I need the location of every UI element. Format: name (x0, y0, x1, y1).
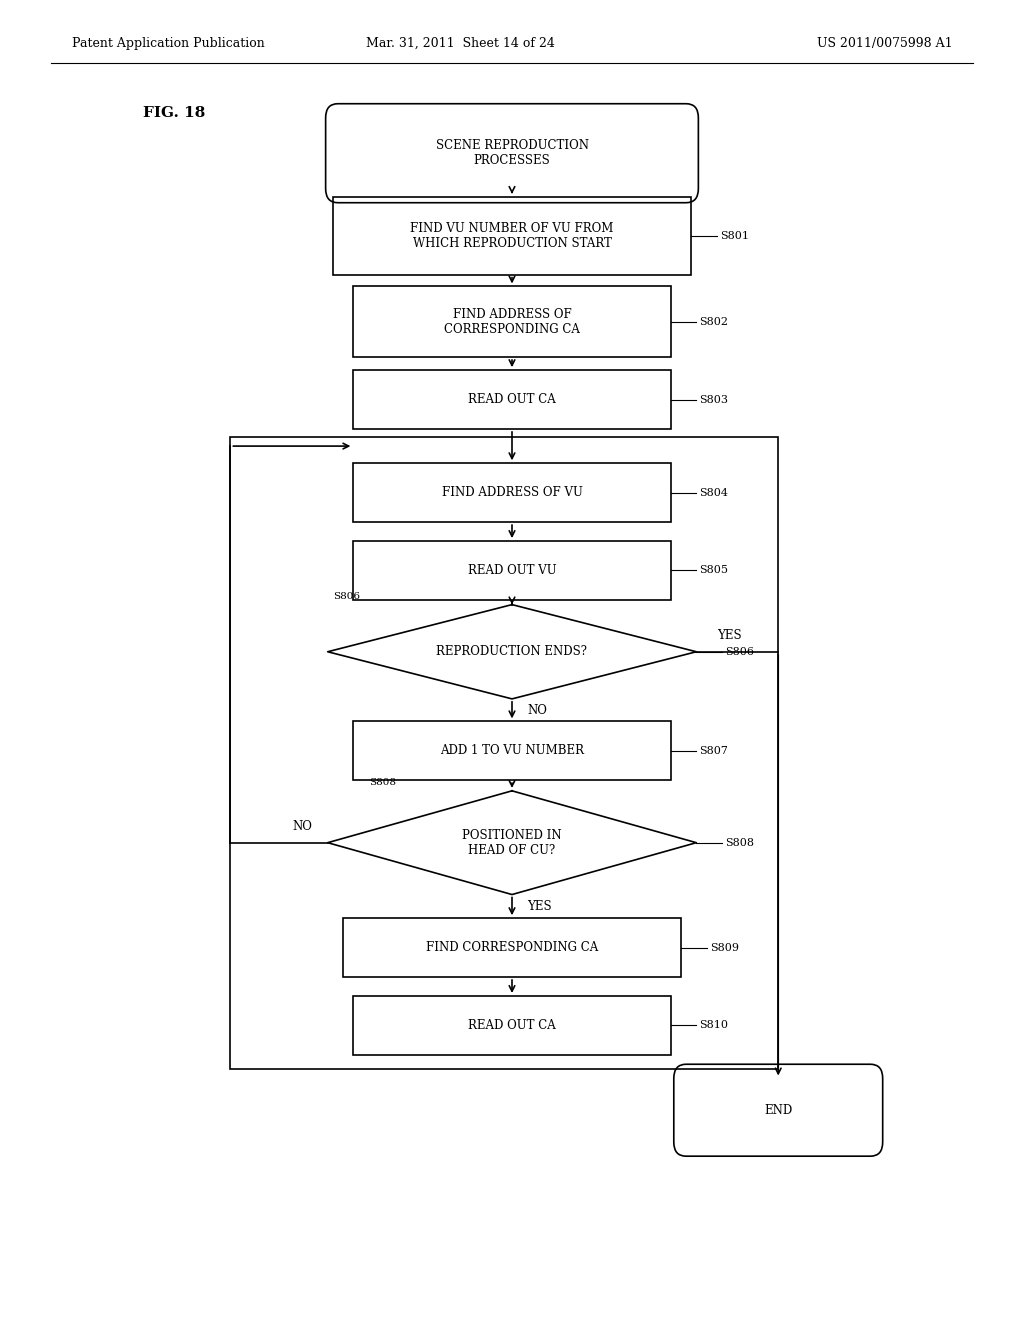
Text: S810: S810 (699, 1020, 728, 1031)
Bar (353, 463, 671, 523)
Text: S806: S806 (333, 593, 359, 601)
Text: S804: S804 (699, 487, 728, 498)
Bar (353, 541, 671, 599)
Text: S808: S808 (369, 779, 395, 787)
Bar (353, 370, 671, 429)
Text: S807: S807 (699, 746, 728, 756)
Text: S809: S809 (710, 942, 738, 953)
Text: POSITIONED IN
HEAD OF CU?: POSITIONED IN HEAD OF CU? (462, 829, 562, 857)
Text: FIND ADDRESS OF VU: FIND ADDRESS OF VU (441, 486, 583, 499)
Text: S803: S803 (699, 395, 728, 404)
Bar (333, 197, 691, 275)
Bar (353, 286, 671, 358)
Text: FIND ADDRESS OF
CORRESPONDING CA: FIND ADDRESS OF CORRESPONDING CA (444, 308, 580, 335)
Bar (230, 437, 778, 1069)
Text: FIND CORRESPONDING CA: FIND CORRESPONDING CA (426, 941, 598, 954)
Text: READ OUT CA: READ OUT CA (468, 393, 556, 407)
Text: READ OUT VU: READ OUT VU (468, 564, 556, 577)
Text: END: END (764, 1104, 793, 1117)
Text: S805: S805 (699, 565, 728, 576)
Text: S808: S808 (725, 838, 754, 847)
Text: Mar. 31, 2011  Sheet 14 of 24: Mar. 31, 2011 Sheet 14 of 24 (367, 37, 555, 50)
Text: S802: S802 (699, 317, 728, 327)
Text: YES: YES (717, 630, 741, 643)
Bar (353, 995, 671, 1055)
Text: YES: YES (527, 900, 552, 913)
Text: S806: S806 (725, 647, 754, 657)
Text: US 2011/0075998 A1: US 2011/0075998 A1 (817, 37, 952, 50)
Text: NO: NO (527, 704, 547, 717)
Text: SCENE REPRODUCTION
PROCESSES: SCENE REPRODUCTION PROCESSES (435, 139, 589, 168)
Bar (343, 919, 681, 977)
Text: FIND VU NUMBER OF VU FROM
WHICH REPRODUCTION START: FIND VU NUMBER OF VU FROM WHICH REPRODUC… (411, 222, 613, 249)
Text: FIG. 18: FIG. 18 (143, 106, 206, 120)
Text: ADD 1 TO VU NUMBER: ADD 1 TO VU NUMBER (440, 744, 584, 758)
Text: READ OUT CA: READ OUT CA (468, 1019, 556, 1032)
Bar (353, 721, 671, 780)
Text: S801: S801 (720, 231, 749, 240)
Text: REPRODUCTION ENDS?: REPRODUCTION ENDS? (436, 645, 588, 659)
Text: NO: NO (293, 820, 312, 833)
Text: Patent Application Publication: Patent Application Publication (72, 37, 264, 50)
